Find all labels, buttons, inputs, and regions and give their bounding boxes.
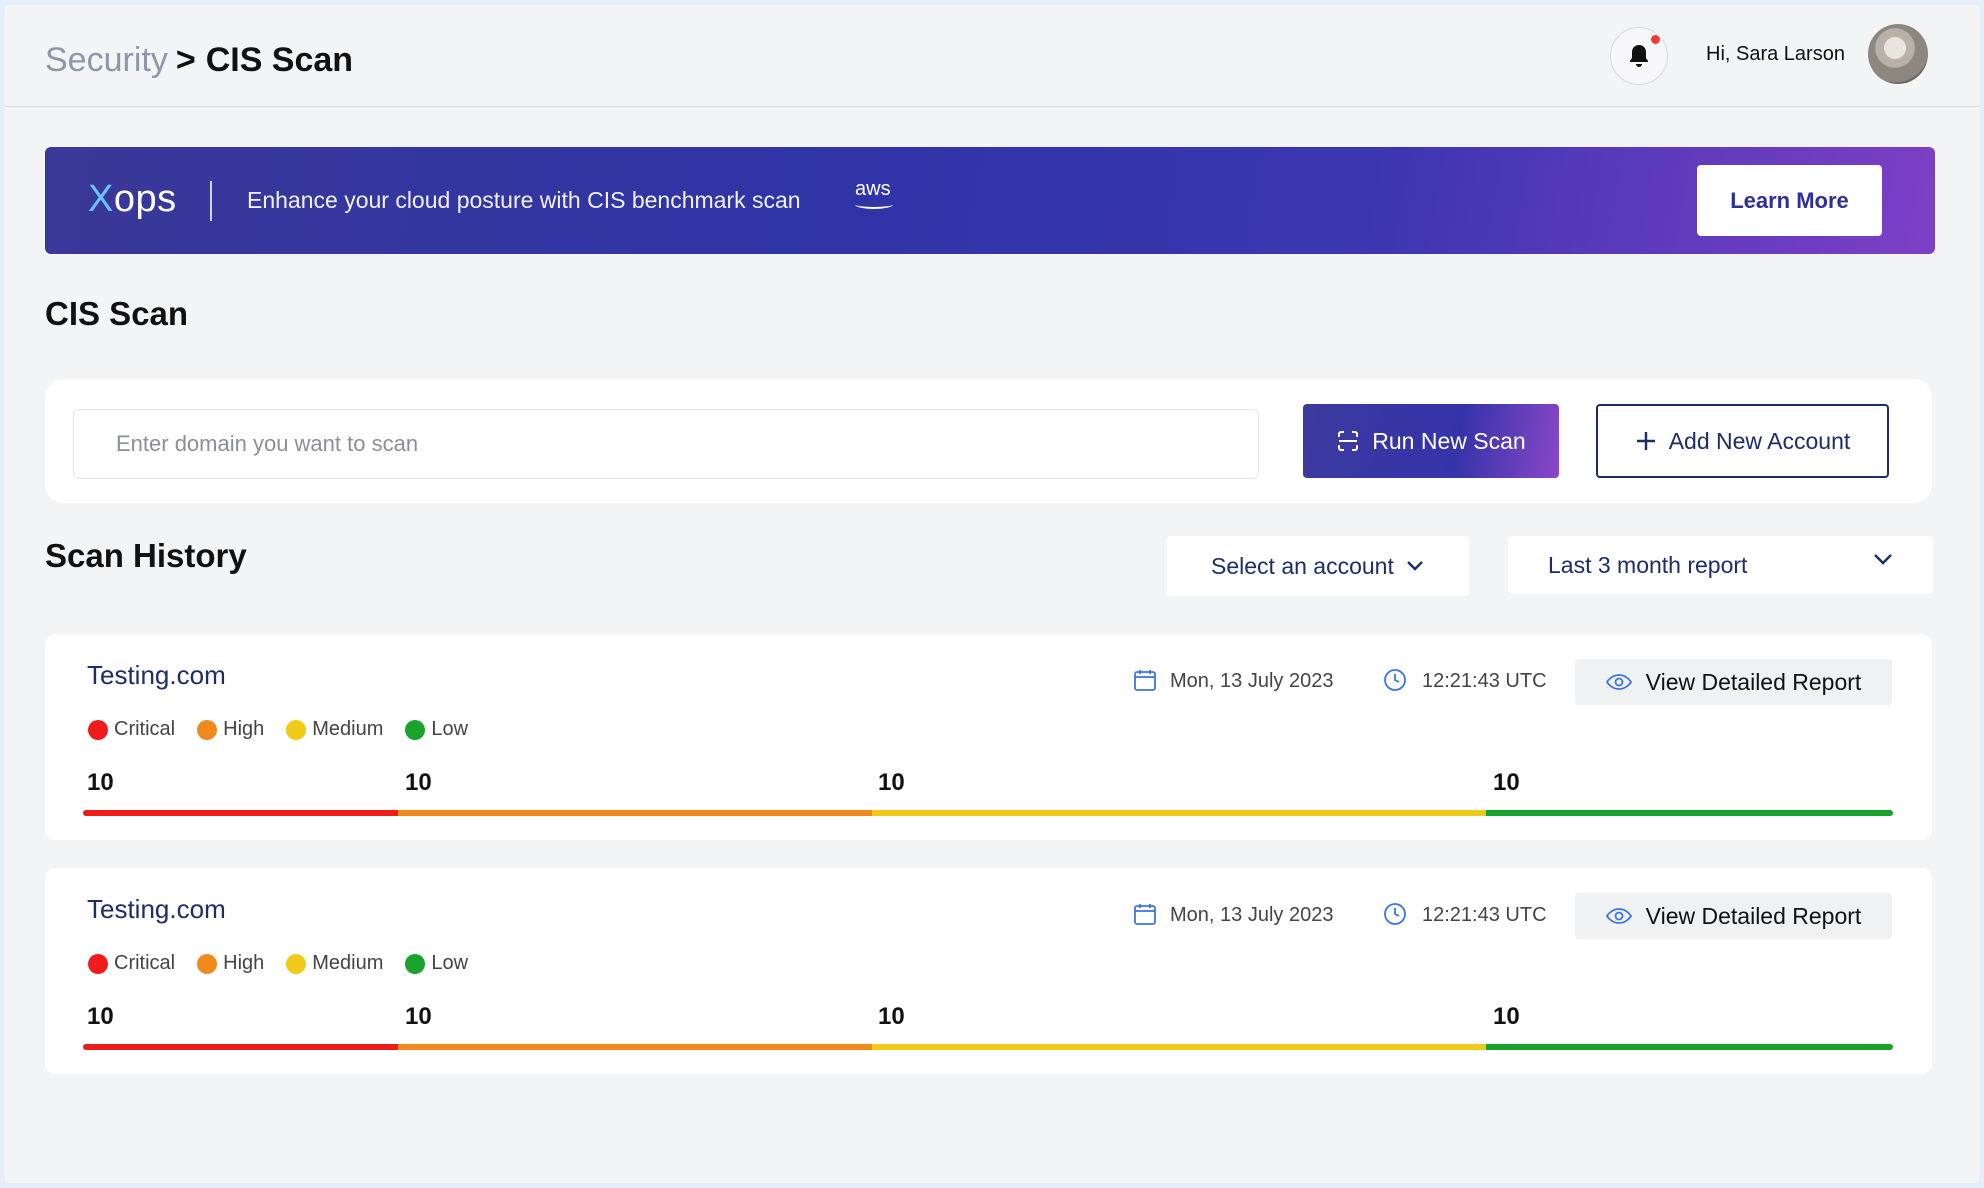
avatar[interactable] <box>1868 24 1928 84</box>
run-new-scan-button[interactable]: Run New Scan <box>1303 404 1559 478</box>
report-range-select[interactable]: Last 3 month report <box>1508 536 1933 594</box>
legend-low: Low <box>405 718 468 741</box>
high-count: 10 <box>405 769 432 796</box>
high-count: 10 <box>405 1003 432 1030</box>
chevron-down-icon <box>1406 561 1423 571</box>
critical-swatch <box>88 719 108 740</box>
view-detailed-report-button[interactable]: View Detailed Report <box>1575 893 1892 939</box>
legend-low: Low <box>405 952 468 975</box>
xops-logo: Xops <box>88 178 177 220</box>
breadcrumb-security[interactable]: Security <box>45 41 168 79</box>
notification-dot <box>1649 33 1662 46</box>
top-bar: Security > CIS Scan Hi, Sara Larson <box>5 5 1979 107</box>
medium-swatch <box>286 719 307 740</box>
medium-count: 10 <box>878 769 905 796</box>
low-count: 10 <box>1493 1003 1520 1030</box>
scan-report-card: Testing.com Mon, 13 July 2023 12:21:43 U… <box>45 634 1932 840</box>
medium-swatch <box>286 953 307 974</box>
critical-count: 10 <box>87 1003 114 1030</box>
low-swatch <box>405 719 426 740</box>
severity-bar <box>83 810 1893 816</box>
legend-critical: Critical <box>88 952 175 975</box>
account-select[interactable]: Select an account <box>1167 536 1469 596</box>
breadcrumb-current: CIS Scan <box>205 41 354 79</box>
promo-banner: Xops Enhance your cloud posture with CIS… <box>45 147 1935 254</box>
eye-icon <box>1605 674 1632 690</box>
view-detailed-report-label: View Detailed Report <box>1645 668 1862 695</box>
high-segment <box>398 810 872 816</box>
report-date: Mon, 13 July 2023 <box>1170 670 1334 692</box>
medium-segment <box>872 1044 1486 1050</box>
chevron-down-icon <box>1874 554 1892 565</box>
report-range-value: Last 3 month report <box>1548 551 1748 578</box>
report-time: 12:21:43 UTC <box>1422 670 1547 692</box>
legend-medium: Medium <box>286 718 383 741</box>
scan-history-title: Scan History <box>45 537 247 574</box>
add-new-account-button[interactable]: Add New Account <box>1596 404 1889 478</box>
page-title: CIS Scan <box>45 295 189 332</box>
medium-count: 10 <box>878 1003 905 1030</box>
eye-icon <box>1605 908 1632 924</box>
plus-icon <box>1636 432 1655 450</box>
report-time: 12:21:43 UTC <box>1422 904 1547 926</box>
report-domain[interactable]: Testing.com <box>87 894 226 924</box>
run-new-scan-label: Run New Scan <box>1372 427 1526 454</box>
low-swatch <box>405 953 426 974</box>
learn-more-button[interactable]: Learn More <box>1697 165 1882 236</box>
legend-high: High <box>197 952 264 975</box>
severity-bar <box>83 1044 1893 1050</box>
legend-critical: Critical <box>88 718 175 741</box>
report-date: Mon, 13 July 2023 <box>1170 904 1334 926</box>
domain-search-input[interactable] <box>73 409 1259 479</box>
low-segment <box>1486 810 1893 816</box>
high-swatch <box>197 719 218 740</box>
breadcrumb: Security > CIS Scan <box>45 38 353 82</box>
bell-icon <box>1630 45 1648 67</box>
aws-logo: aws <box>855 179 893 209</box>
high-segment <box>398 1044 872 1050</box>
scan-icon <box>1338 431 1359 451</box>
low-segment <box>1486 1044 1893 1050</box>
clock-icon <box>1384 903 1406 925</box>
critical-count: 10 <box>87 769 114 796</box>
user-greeting: Hi, Sara Larson <box>1706 43 1845 65</box>
app-frame: Security > CIS Scan Hi, Sara Larson Xops E… <box>5 5 1979 1183</box>
scan-panel: Run New Scan Add New Account <box>45 379 1932 503</box>
account-select-value: Select an account <box>1211 552 1394 579</box>
severity-legend: Critical High Medium Low <box>88 952 468 975</box>
calendar-icon <box>1134 670 1156 691</box>
add-new-account-label: Add New Account <box>1668 427 1851 454</box>
critical-segment <box>83 810 398 816</box>
critical-segment <box>83 1044 398 1050</box>
legend-high: High <box>197 718 264 741</box>
critical-swatch <box>88 953 108 974</box>
scan-report-card: Testing.com Mon, 13 July 2023 12:21:43 U… <box>45 868 1932 1074</box>
calendar-icon <box>1134 904 1156 925</box>
report-domain[interactable]: Testing.com <box>87 660 226 690</box>
low-count: 10 <box>1493 769 1520 796</box>
medium-segment <box>872 810 1486 816</box>
banner-divider <box>210 181 212 221</box>
banner-text: Enhance your cloud posture with CIS benc… <box>247 187 801 213</box>
breadcrumb-separator: > <box>175 41 196 79</box>
view-detailed-report-button[interactable]: View Detailed Report <box>1575 659 1892 705</box>
legend-medium: Medium <box>286 952 383 975</box>
clock-icon <box>1384 669 1406 691</box>
view-detailed-report-label: View Detailed Report <box>1645 902 1862 929</box>
severity-legend: Critical High Medium Low <box>88 718 468 741</box>
high-swatch <box>197 953 218 974</box>
notification-button[interactable] <box>1610 27 1668 85</box>
